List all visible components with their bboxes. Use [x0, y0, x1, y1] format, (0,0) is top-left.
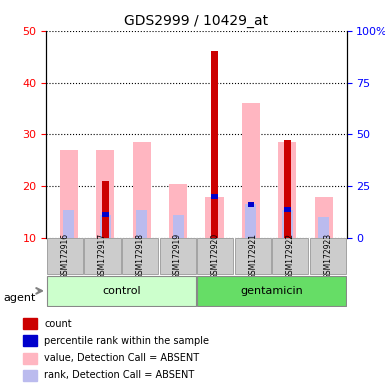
Text: percentile rank within the sample: percentile rank within the sample	[44, 336, 209, 346]
Bar	[206, 197, 224, 238]
Text: value, Detection Call = ABSENT: value, Detection Call = ABSENT	[44, 353, 199, 363]
Text: GSM172922: GSM172922	[286, 233, 295, 279]
Bar	[246, 204, 256, 238]
Bar	[248, 202, 254, 207]
Text: count: count	[44, 318, 72, 329]
Bar	[64, 210, 74, 238]
FancyBboxPatch shape	[197, 276, 346, 306]
Bar	[60, 150, 78, 238]
FancyBboxPatch shape	[84, 238, 121, 274]
Bar	[23, 335, 37, 346]
Bar	[169, 184, 187, 238]
Text: control: control	[102, 286, 141, 296]
FancyBboxPatch shape	[310, 238, 346, 274]
Text: agent: agent	[4, 293, 36, 303]
Text: GSM172923: GSM172923	[323, 233, 332, 280]
Text: gentamicin: gentamicin	[240, 286, 303, 296]
Text: GSM172920: GSM172920	[211, 233, 219, 280]
Bar	[102, 181, 109, 238]
Bar	[318, 217, 329, 238]
Bar	[211, 51, 218, 238]
Text: GSM172916: GSM172916	[60, 233, 69, 280]
Bar	[133, 142, 151, 238]
FancyBboxPatch shape	[197, 238, 233, 274]
Bar	[23, 318, 37, 329]
Bar	[136, 210, 147, 238]
Bar	[23, 353, 37, 364]
FancyBboxPatch shape	[47, 238, 83, 274]
FancyBboxPatch shape	[234, 238, 271, 274]
Bar	[284, 139, 291, 238]
Bar	[284, 207, 291, 212]
FancyBboxPatch shape	[159, 238, 196, 274]
Bar	[242, 103, 260, 238]
Bar	[278, 142, 296, 238]
FancyBboxPatch shape	[122, 238, 158, 274]
Bar	[173, 215, 184, 238]
Bar	[96, 150, 114, 238]
Bar	[315, 197, 333, 238]
Text: GSM172918: GSM172918	[136, 233, 144, 279]
FancyBboxPatch shape	[272, 238, 308, 274]
Text: GSM172917: GSM172917	[98, 233, 107, 280]
Bar	[100, 215, 111, 238]
Bar	[282, 210, 293, 238]
Bar	[102, 212, 109, 217]
Title: GDS2999 / 10429_at: GDS2999 / 10429_at	[124, 14, 268, 28]
Text: rank, Detection Call = ABSENT: rank, Detection Call = ABSENT	[44, 370, 194, 381]
Bar	[211, 194, 218, 199]
Text: GSM172921: GSM172921	[248, 233, 257, 279]
Text: GSM172919: GSM172919	[173, 233, 182, 280]
FancyBboxPatch shape	[47, 276, 196, 306]
Bar	[23, 370, 37, 381]
